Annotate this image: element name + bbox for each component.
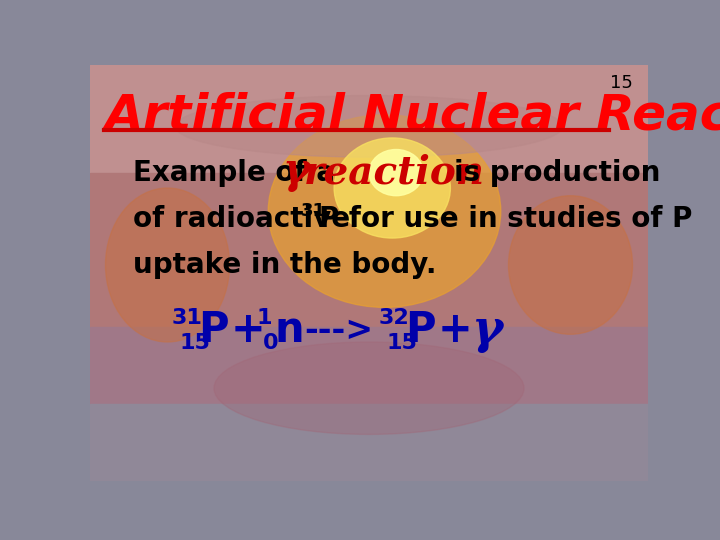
Text: γ: γ [282, 150, 310, 192]
Ellipse shape [508, 195, 632, 334]
Text: uptake in the body.: uptake in the body. [132, 251, 436, 279]
Text: --->: ---> [305, 314, 374, 347]
Bar [90, 327, 648, 403]
Text: Artificial Nuclear Reactions: Artificial Nuclear Reactions [104, 92, 720, 140]
Ellipse shape [269, 115, 500, 307]
Text: γ: γ [472, 307, 503, 354]
Text: P for use in studies of P: P for use in studies of P [320, 205, 693, 233]
Text: of radioactive: of radioactive [132, 205, 359, 233]
Text: is production: is production [454, 159, 661, 187]
Text: Example of a: Example of a [132, 159, 344, 187]
Text: P: P [405, 309, 436, 352]
Bar [90, 173, 648, 327]
Ellipse shape [175, 96, 563, 157]
Text: +: + [438, 309, 473, 352]
Text: 15: 15 [386, 333, 417, 353]
Text: 15: 15 [179, 333, 210, 353]
Ellipse shape [214, 342, 524, 434]
Bar [90, 403, 648, 481]
Ellipse shape [106, 188, 230, 342]
Ellipse shape [369, 150, 423, 195]
Text: reaction: reaction [304, 153, 485, 192]
Text: 15: 15 [610, 74, 632, 92]
Text: +: + [230, 309, 265, 352]
Text: 32: 32 [378, 308, 409, 328]
Text: 31: 31 [171, 308, 202, 328]
Text: n: n [274, 309, 304, 352]
Text: 31: 31 [301, 202, 325, 220]
Text: 1: 1 [256, 308, 272, 328]
Text: P: P [198, 309, 228, 352]
Ellipse shape [334, 138, 451, 238]
Bar [90, 65, 648, 173]
Text: 0: 0 [263, 333, 279, 353]
